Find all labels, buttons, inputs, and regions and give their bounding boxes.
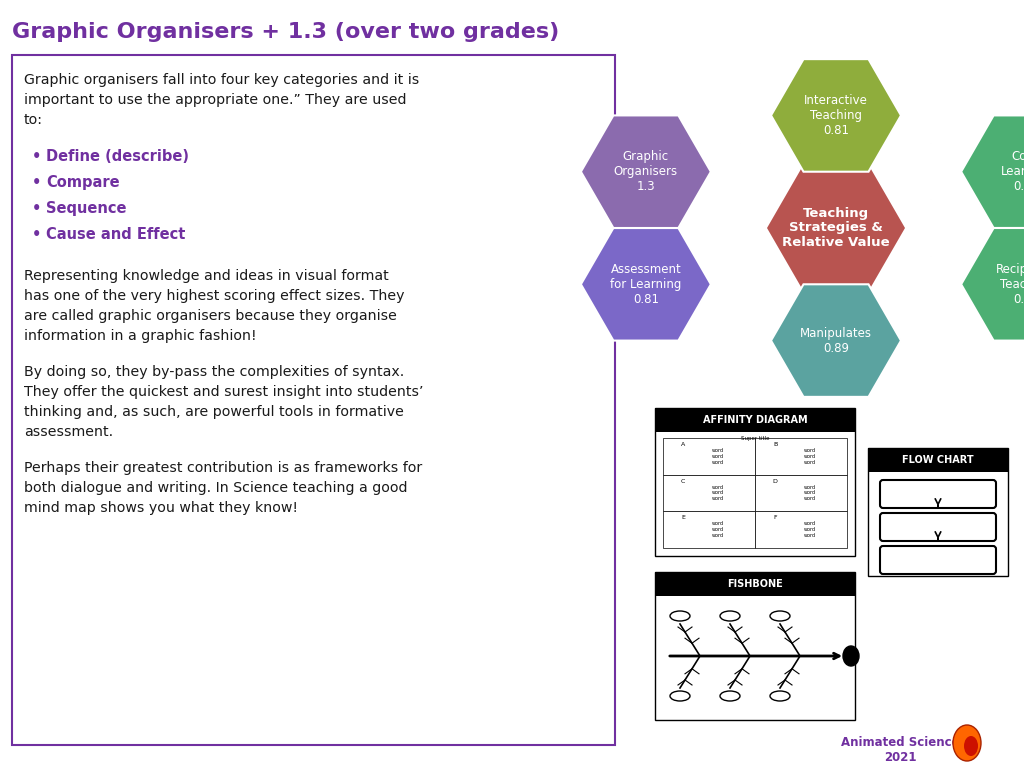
Polygon shape	[766, 167, 906, 289]
Text: both dialogue and writing. In Science teaching a good: both dialogue and writing. In Science te…	[24, 481, 408, 495]
Text: assessment.: assessment.	[24, 425, 113, 439]
Text: to:: to:	[24, 113, 43, 127]
Text: important to use the appropriate one.” They are used: important to use the appropriate one.” T…	[24, 93, 407, 107]
Text: •: •	[32, 227, 41, 242]
Ellipse shape	[670, 691, 690, 701]
Ellipse shape	[720, 611, 740, 621]
Polygon shape	[581, 228, 711, 340]
Polygon shape	[921, 222, 941, 290]
FancyBboxPatch shape	[755, 511, 847, 548]
Text: has one of the very highest scoring effect sizes. They: has one of the very highest scoring effe…	[24, 289, 404, 303]
FancyBboxPatch shape	[868, 448, 1008, 472]
Text: word
word
word: word word word	[804, 521, 816, 538]
FancyBboxPatch shape	[880, 546, 996, 574]
Text: Perhaps their greatest contribution is as frameworks for: Perhaps their greatest contribution is a…	[24, 461, 422, 475]
Polygon shape	[731, 166, 751, 234]
Text: Reciprocal
Teaching
0.86: Reciprocal Teaching 0.86	[995, 263, 1024, 306]
FancyBboxPatch shape	[663, 438, 755, 475]
Polygon shape	[921, 109, 941, 177]
FancyBboxPatch shape	[868, 448, 1008, 576]
FancyBboxPatch shape	[655, 572, 855, 720]
Ellipse shape	[670, 611, 690, 621]
Text: Representing knowledge and ideas in visual format: Representing knowledge and ideas in visu…	[24, 269, 389, 283]
Text: Sequence: Sequence	[46, 201, 127, 216]
Ellipse shape	[720, 691, 740, 701]
Text: Interactive
Teaching
0.81: Interactive Teaching 0.81	[804, 94, 868, 137]
Polygon shape	[771, 284, 901, 397]
Text: word
word
word: word word word	[804, 485, 816, 502]
Ellipse shape	[964, 736, 978, 756]
FancyBboxPatch shape	[655, 408, 855, 432]
Polygon shape	[921, 166, 941, 234]
Polygon shape	[731, 222, 751, 290]
Ellipse shape	[770, 691, 790, 701]
Text: Compare: Compare	[46, 175, 120, 190]
Text: Coop
Learning
0.75: Coop Learning 0.75	[1000, 151, 1024, 194]
Text: Graphic organisers fall into four key categories and it is: Graphic organisers fall into four key ca…	[24, 73, 419, 87]
Text: are called graphic organisers because they organise: are called graphic organisers because th…	[24, 309, 397, 323]
Ellipse shape	[843, 646, 859, 666]
Text: AFFINITY DIAGRAM: AFFINITY DIAGRAM	[702, 415, 807, 425]
Text: D: D	[773, 478, 777, 484]
Text: E: E	[681, 515, 685, 521]
Polygon shape	[731, 278, 751, 346]
Ellipse shape	[953, 725, 981, 761]
Polygon shape	[962, 228, 1024, 340]
Text: •: •	[32, 175, 41, 190]
Text: C: C	[681, 478, 685, 484]
Text: thinking and, as such, are powerful tools in formative: thinking and, as such, are powerful tool…	[24, 405, 403, 419]
FancyBboxPatch shape	[663, 475, 755, 511]
Text: Define (describe): Define (describe)	[46, 149, 189, 164]
Polygon shape	[921, 278, 941, 346]
Text: word
word
word: word word word	[804, 448, 816, 465]
Text: Cause and Effect: Cause and Effect	[46, 227, 185, 242]
Text: A: A	[681, 442, 685, 447]
Text: Animated Science
2021: Animated Science 2021	[841, 736, 959, 764]
Text: word
word
word: word word word	[712, 448, 724, 465]
FancyBboxPatch shape	[880, 513, 996, 541]
Text: By doing so, they by-pass the complexities of syntax.: By doing so, they by-pass the complexiti…	[24, 365, 404, 379]
FancyBboxPatch shape	[663, 511, 755, 548]
Text: word
word
word: word word word	[712, 521, 724, 538]
Text: information in a graphic fashion!: information in a graphic fashion!	[24, 329, 257, 343]
Polygon shape	[771, 59, 901, 172]
Text: B: B	[773, 442, 777, 447]
Text: word
word
word: word word word	[712, 485, 724, 502]
Polygon shape	[581, 115, 711, 228]
FancyBboxPatch shape	[755, 475, 847, 511]
Text: FISHBONE: FISHBONE	[727, 579, 783, 589]
Polygon shape	[962, 115, 1024, 228]
Text: Manipulates
0.89: Manipulates 0.89	[800, 326, 872, 355]
Text: They offer the quickest and surest insight into students’: They offer the quickest and surest insig…	[24, 385, 424, 399]
Ellipse shape	[770, 611, 790, 621]
Text: Teaching
Strategies &
Relative Value: Teaching Strategies & Relative Value	[782, 207, 890, 250]
Text: Graphic Organisers + 1.3 (over two grades): Graphic Organisers + 1.3 (over two grade…	[12, 22, 559, 42]
Text: mind map shows you what they know!: mind map shows you what they know!	[24, 501, 298, 515]
Text: Super title: Super title	[740, 436, 769, 441]
Text: •: •	[32, 201, 41, 216]
Text: •: •	[32, 149, 41, 164]
FancyBboxPatch shape	[655, 408, 855, 556]
Text: F: F	[773, 515, 777, 521]
FancyBboxPatch shape	[880, 480, 996, 508]
FancyBboxPatch shape	[12, 55, 615, 745]
Text: Assessment
for Learning
0.81: Assessment for Learning 0.81	[610, 263, 682, 306]
Text: Graphic
Organisers
1.3: Graphic Organisers 1.3	[613, 151, 678, 194]
FancyBboxPatch shape	[655, 572, 855, 596]
FancyBboxPatch shape	[755, 438, 847, 475]
Polygon shape	[731, 109, 751, 177]
Text: FLOW CHART: FLOW CHART	[902, 455, 974, 465]
